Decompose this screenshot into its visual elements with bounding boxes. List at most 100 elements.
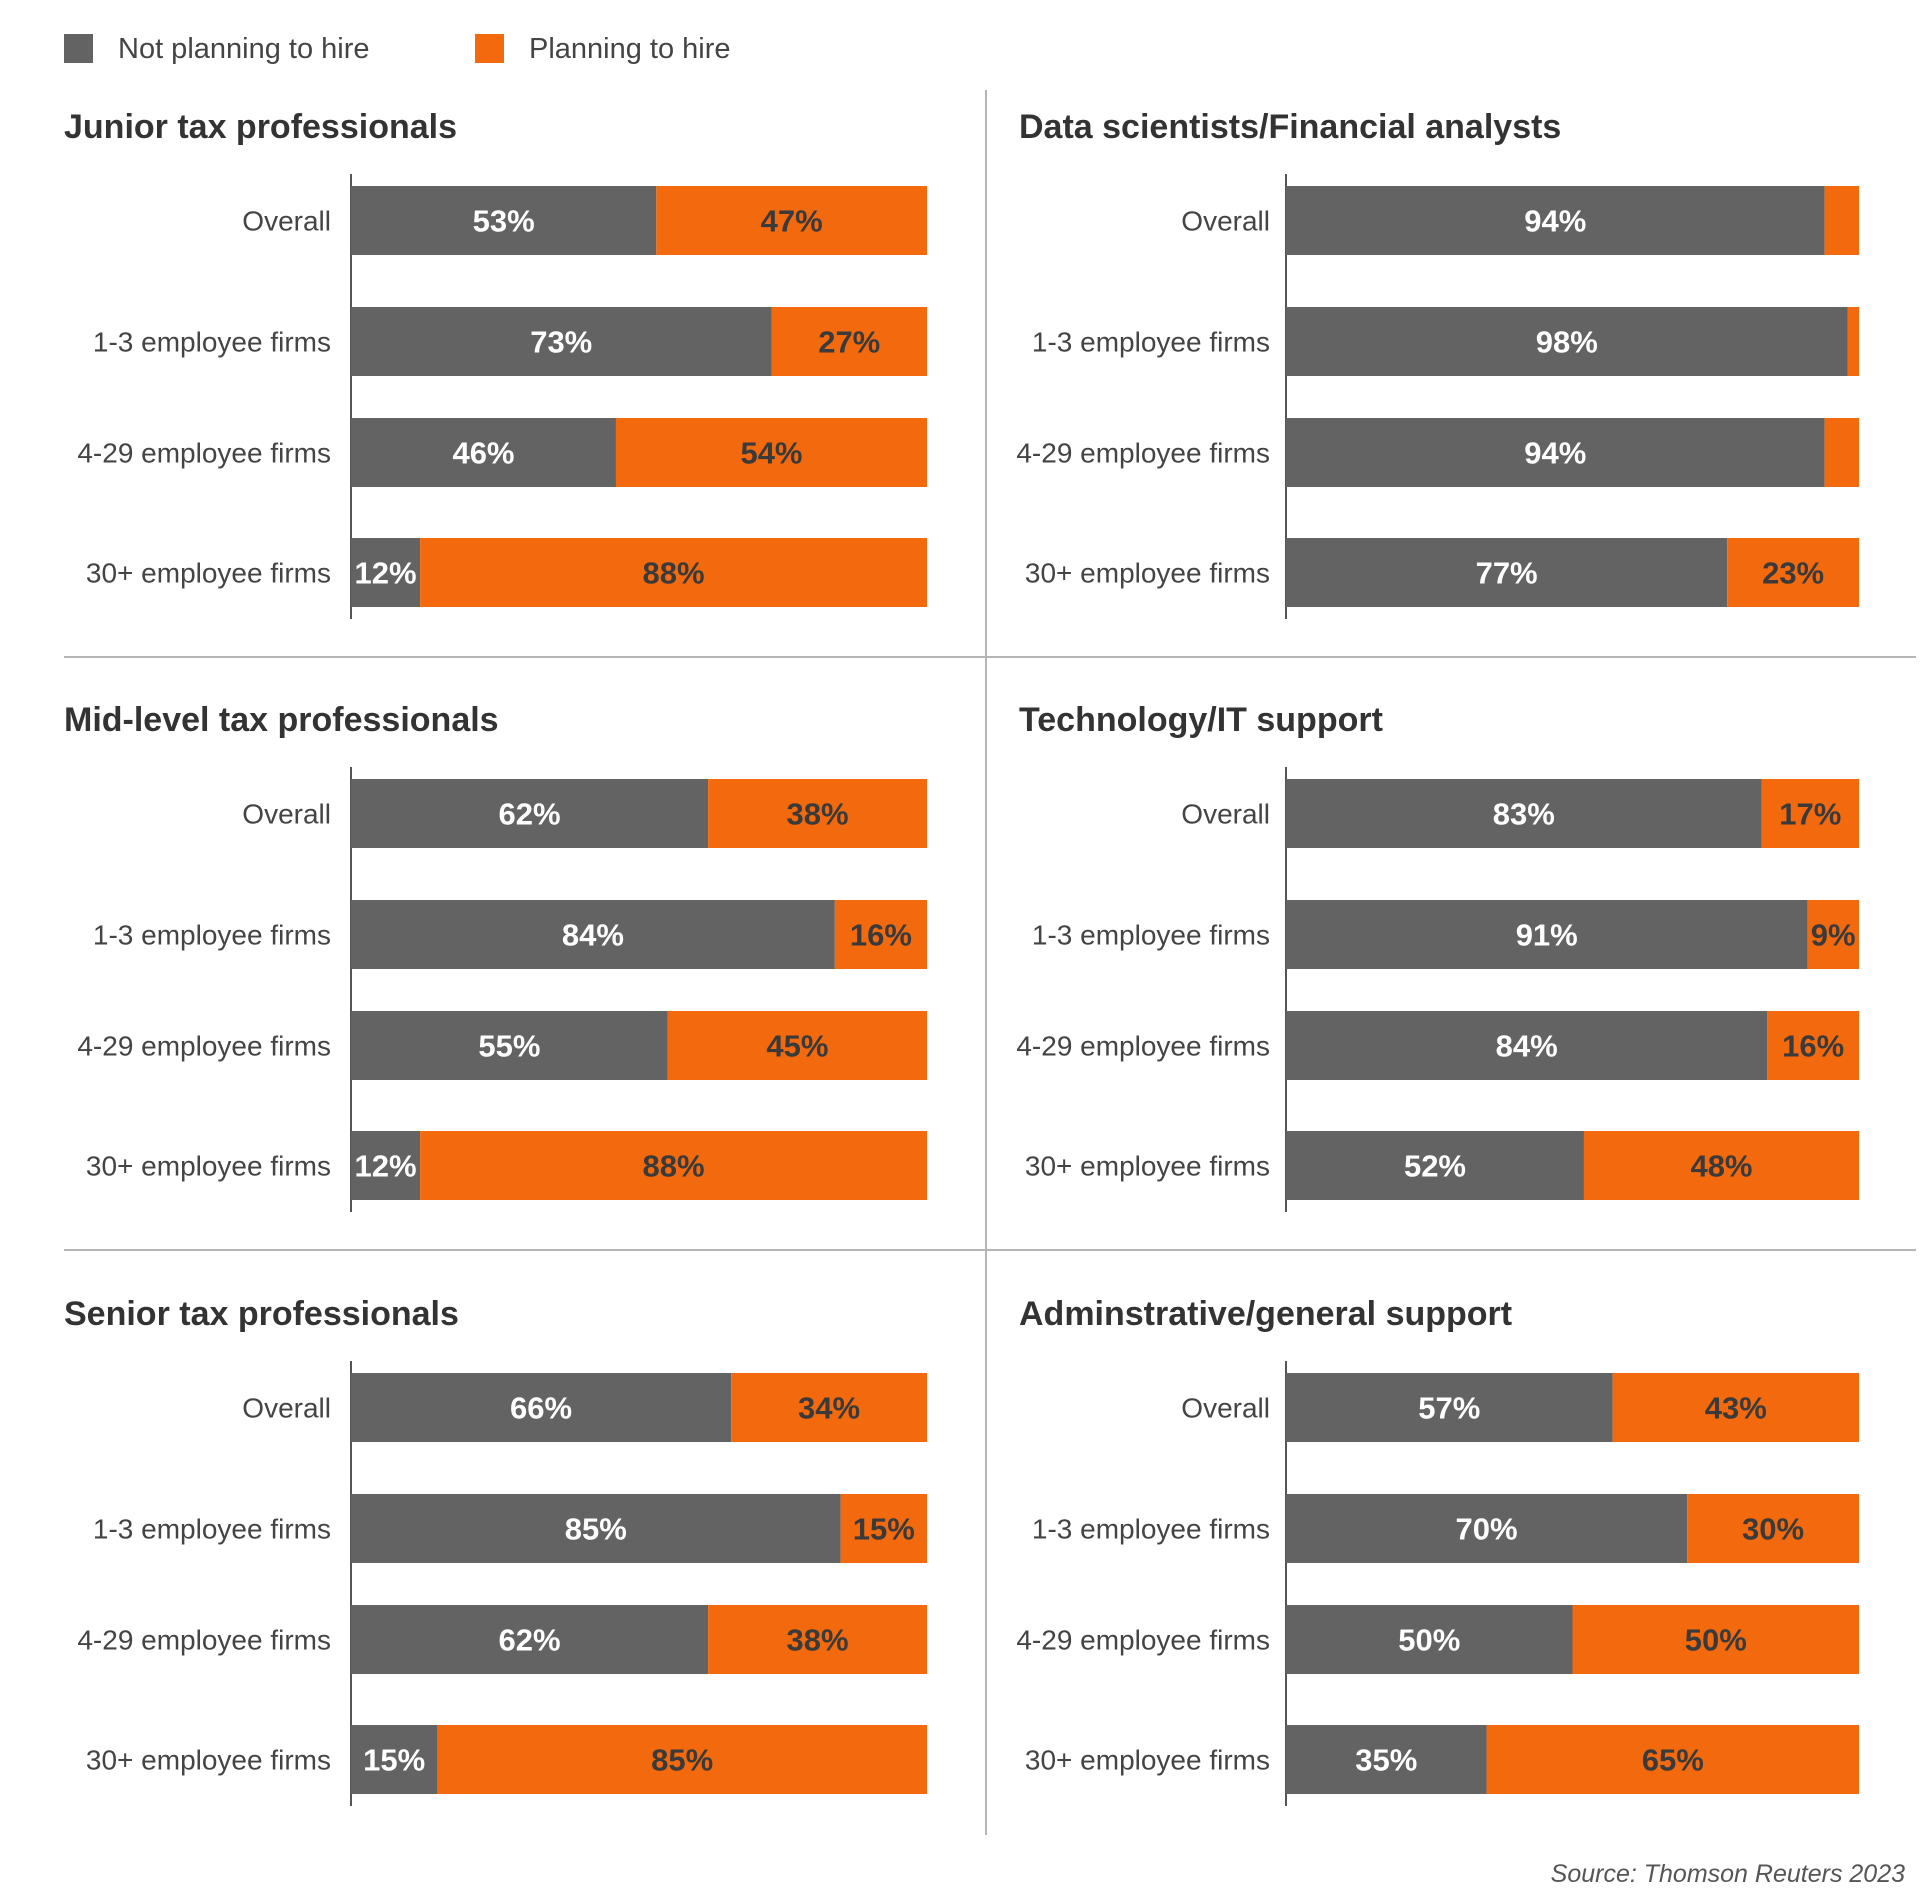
bar-planning — [731, 1373, 927, 1442]
bar-not-planning — [351, 307, 772, 376]
bar-not-planning — [351, 1494, 841, 1563]
data-label: 55% — [478, 1029, 540, 1064]
bar-not-planning — [1286, 418, 1825, 487]
data-label: 57% — [1418, 1391, 1480, 1426]
bar-planning — [1824, 186, 1859, 255]
data-label: 27% — [818, 325, 880, 360]
panel-title: Data scientists/Financial analysts — [1019, 108, 1561, 146]
category-label: Overall — [1181, 206, 1270, 237]
data-label: 84% — [562, 918, 624, 953]
category-label: 4-29 employee firms — [1016, 438, 1270, 469]
data-label: 70% — [1456, 1512, 1518, 1547]
bar-not-planning — [1286, 307, 1848, 376]
data-label: 85% — [651, 1743, 713, 1778]
bar-not-planning — [1286, 1011, 1768, 1080]
data-label: 83% — [1493, 797, 1555, 832]
category-label: 1-3 employee firms — [1032, 1514, 1270, 1545]
category-label: 30+ employee firms — [86, 1151, 331, 1182]
data-label: 52% — [1404, 1149, 1466, 1184]
bar-planning — [420, 538, 927, 607]
bar-not-planning — [1286, 900, 1808, 969]
bar-planning — [1612, 1373, 1859, 1442]
data-label: 98% — [1536, 325, 1598, 360]
bar-not-planning — [1286, 186, 1825, 255]
panel-title: Adminstrative/general support — [1019, 1295, 1512, 1333]
category-label: Overall — [242, 206, 331, 237]
bar-not-planning — [1286, 1131, 1584, 1200]
panel-dividers — [64, 90, 1916, 1835]
bar-planning — [1486, 1725, 1859, 1794]
data-label: 43% — [1705, 1391, 1767, 1426]
panel-title: Senior tax professionals — [64, 1295, 459, 1333]
category-label: 4-29 employee firms — [1016, 1031, 1270, 1062]
bar-not-planning — [1286, 1725, 1487, 1794]
bar-not-planning — [351, 186, 657, 255]
data-label: 54% — [740, 436, 802, 471]
data-label: 73% — [530, 325, 592, 360]
data-label: 38% — [787, 797, 849, 832]
bar-not-planning — [1286, 1373, 1613, 1442]
legend-label-planning: Planning to hire — [529, 33, 731, 65]
category-label: 1-3 employee firms — [93, 1514, 331, 1545]
data-label: 30% — [1742, 1512, 1804, 1547]
bar-not-planning — [351, 900, 835, 969]
bar-planning — [1767, 1011, 1859, 1080]
data-label: 91% — [1516, 918, 1578, 953]
chart-panel-3: Mid-level tax professionals Overall 62% 38%… — [64, 701, 927, 1212]
data-label: 62% — [499, 1623, 561, 1658]
data-label: 12% — [355, 1149, 417, 1184]
bar-planning — [1727, 538, 1859, 607]
data-label: 34% — [798, 1391, 860, 1426]
category-label: 30+ employee firms — [86, 558, 331, 589]
data-label: 16% — [1782, 1029, 1844, 1064]
chart-panel-4: Technology/IT support Overall 83% 17% 1-3 em… — [1016, 701, 1859, 1212]
chart-panel-6: Adminstrative/general support Overall 57% 4… — [1016, 1295, 1859, 1806]
bar-not-planning — [351, 538, 421, 607]
bar-planning — [1687, 1494, 1859, 1563]
bar-planning — [708, 779, 927, 848]
data-label: 47% — [761, 204, 823, 239]
bar-not-planning — [351, 418, 616, 487]
panel-title: Technology/IT support — [1019, 701, 1383, 739]
bar-not-planning — [351, 1605, 709, 1674]
bar-not-planning — [351, 1373, 732, 1442]
bar-planning — [420, 1131, 927, 1200]
bar-planning — [1847, 307, 1859, 376]
bar-not-planning — [1286, 779, 1762, 848]
data-label: 16% — [850, 918, 912, 953]
bar-planning — [1761, 779, 1859, 848]
data-label: 23% — [1762, 556, 1824, 591]
bar-planning — [667, 1011, 927, 1080]
data-label: 15% — [363, 1743, 425, 1778]
chart-panel-2: Data scientists/Financial analysts Overal… — [1016, 108, 1859, 619]
category-label: Overall — [1181, 799, 1270, 830]
panel-title: Junior tax professionals — [64, 108, 457, 146]
bar-planning — [437, 1725, 927, 1794]
data-label: 62% — [499, 797, 561, 832]
data-label: 9% — [1811, 918, 1856, 953]
data-label: 46% — [452, 436, 514, 471]
data-label: 88% — [643, 1149, 705, 1184]
data-label: 50% — [1685, 1623, 1747, 1658]
bar-not-planning — [1286, 1494, 1688, 1563]
bar-planning — [1807, 900, 1859, 969]
bar-not-planning — [1286, 538, 1728, 607]
bar-planning — [708, 1605, 927, 1674]
data-label: 50% — [1398, 1623, 1460, 1658]
bar-planning — [1572, 1605, 1859, 1674]
bar-not-planning — [351, 1011, 668, 1080]
data-label: 65% — [1642, 1743, 1704, 1778]
category-label: Overall — [242, 799, 331, 830]
bar-planning — [615, 418, 927, 487]
category-label: 30+ employee firms — [1025, 558, 1270, 589]
bar-not-planning — [351, 1131, 421, 1200]
data-label: 38% — [787, 1623, 849, 1658]
category-label: 1-3 employee firms — [93, 327, 331, 358]
data-label: 85% — [565, 1512, 627, 1547]
bar-not-planning — [351, 1725, 438, 1794]
bar-planning — [1583, 1131, 1859, 1200]
category-label: 1-3 employee firms — [1032, 327, 1270, 358]
bar-planning — [1824, 418, 1859, 487]
data-label: 45% — [766, 1029, 828, 1064]
